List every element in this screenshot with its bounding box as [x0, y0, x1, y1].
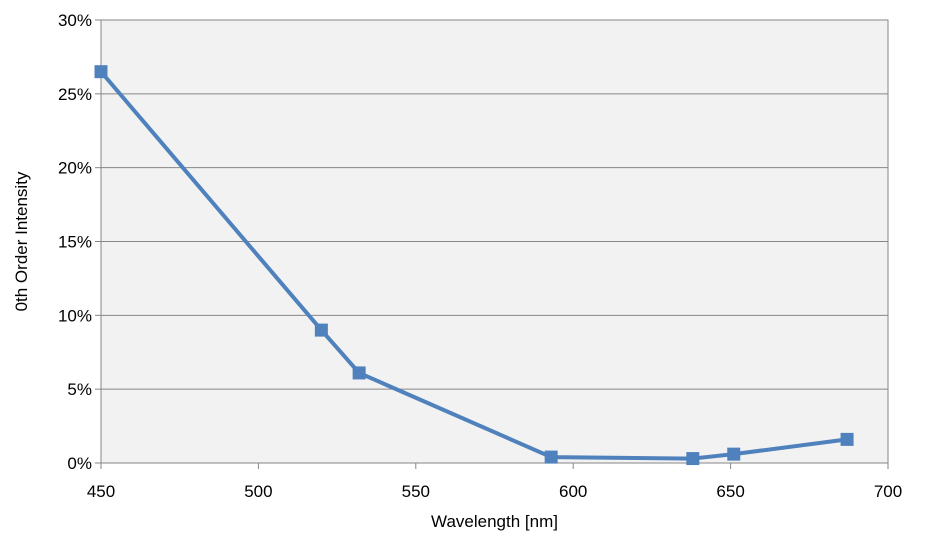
x-tick-label: 700 — [874, 482, 902, 501]
gridlines — [101, 19, 888, 390]
data-point — [94, 65, 108, 79]
y-tick-label: 30% — [58, 11, 92, 30]
y-tick-label: 20% — [58, 159, 92, 178]
y-tick-label: 15% — [58, 233, 92, 252]
data-point — [840, 432, 854, 446]
y-tick-label: 10% — [58, 306, 92, 325]
x-tick-label: 450 — [87, 482, 115, 501]
data-point — [727, 447, 741, 461]
x-tick-label: 500 — [244, 482, 272, 501]
series-layer — [94, 65, 854, 466]
y-tick-label: 5% — [67, 380, 92, 399]
y-axis-title: 0th Order Intensity — [12, 171, 31, 311]
y-tick-label: 0% — [67, 454, 92, 473]
x-tick-label: 650 — [716, 482, 744, 501]
axes — [95, 19, 889, 469]
data-point — [314, 323, 328, 337]
data-point — [352, 366, 366, 380]
data-point — [686, 452, 700, 466]
x-tick-label: 550 — [402, 482, 430, 501]
x-axis-title: Wavelength [nm] — [431, 512, 558, 531]
data-point — [544, 450, 558, 464]
y-tick-labels: 0% 5% 10% 15% 20% 25% 30% — [58, 11, 92, 473]
y-tick-label: 25% — [58, 85, 92, 104]
x-tick-label: 600 — [559, 482, 587, 501]
x-tick-labels: 450 500 550 600 650 700 — [87, 482, 902, 501]
